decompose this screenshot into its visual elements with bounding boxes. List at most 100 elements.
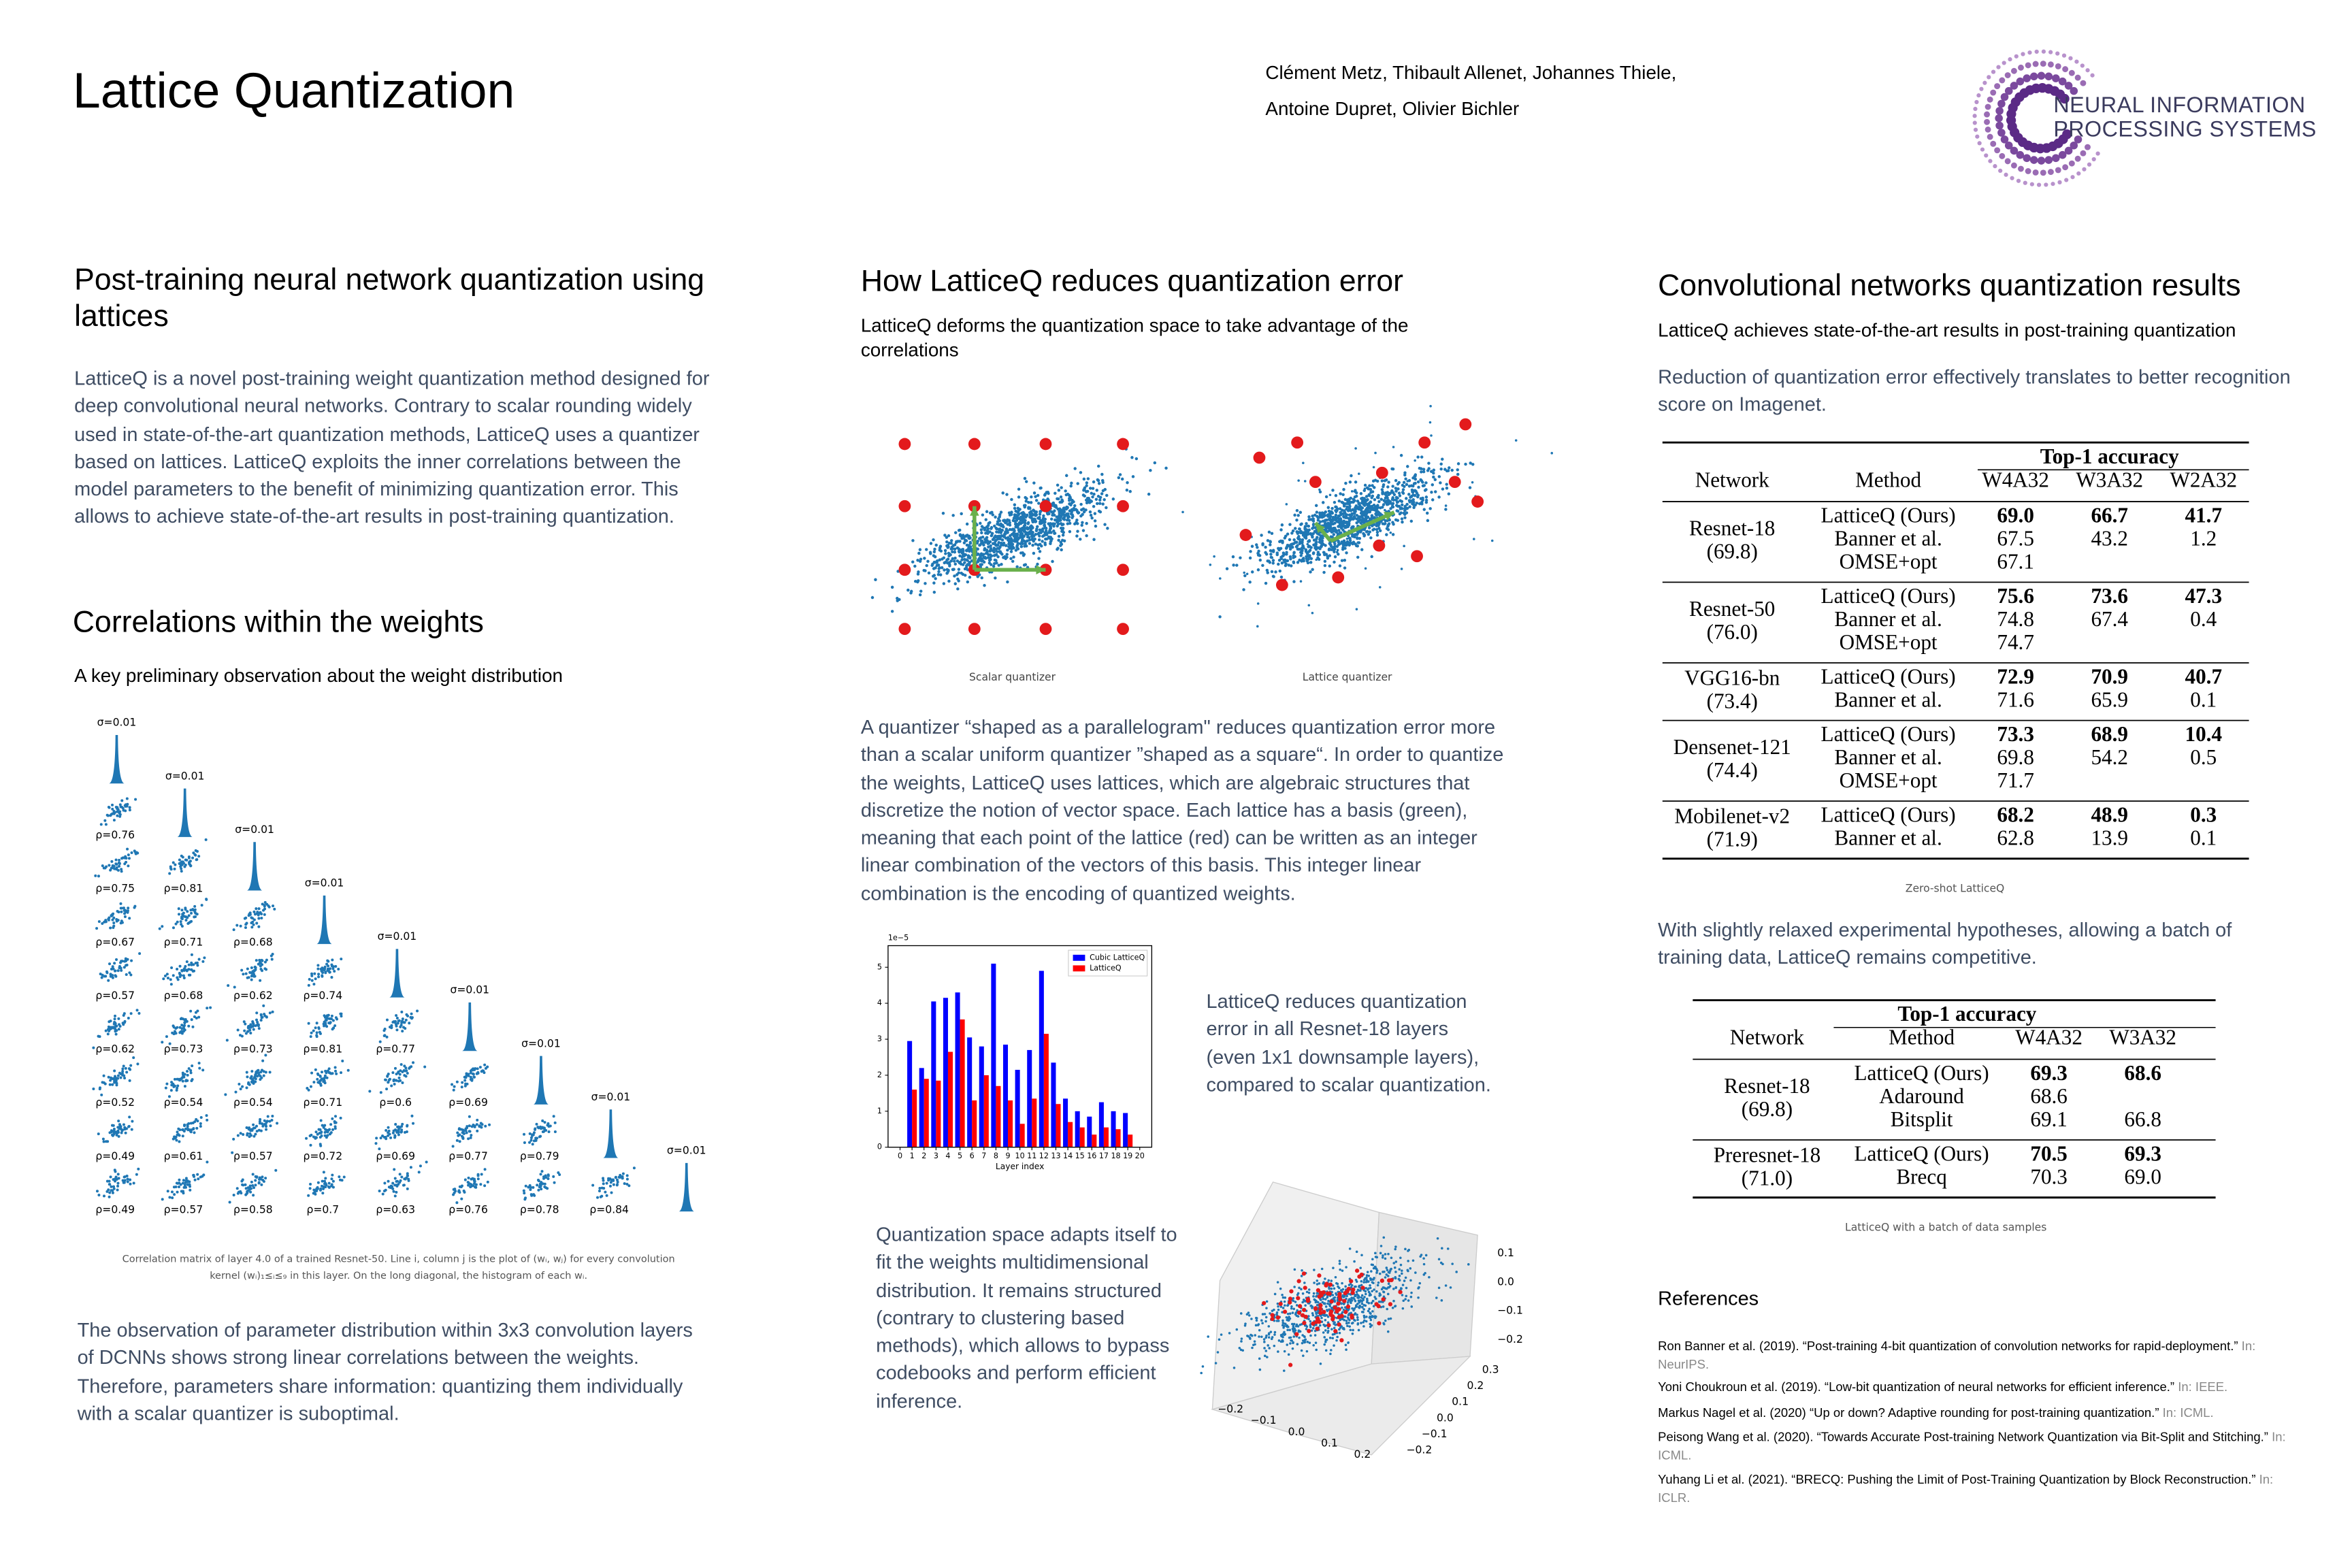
dot	[2000, 135, 2009, 144]
paragraph: The observation of parameter distributio…	[77, 1318, 693, 1424]
scatter-cloud	[99, 797, 137, 826]
table-cell: 68.9	[2091, 722, 2128, 746]
histogram	[246, 842, 263, 891]
scatter-cloud	[99, 952, 142, 982]
dot	[2062, 129, 2072, 140]
table-cell: 47.3	[2185, 584, 2223, 608]
bar	[1111, 1111, 1116, 1147]
bar	[1056, 1104, 1061, 1147]
scatter-cloud	[368, 1061, 427, 1094]
dot	[1990, 89, 1997, 96]
y-tick-label: 0.2	[1467, 1379, 1484, 1392]
dot	[2029, 182, 2034, 186]
scatter-cloud	[168, 838, 208, 875]
bar	[947, 1051, 953, 1147]
dot	[2010, 176, 2014, 180]
bar	[907, 1041, 913, 1147]
table-cell: 1.2	[2190, 526, 2217, 550]
dot	[1972, 114, 1977, 118]
table-cell: 0.5	[2190, 745, 2217, 769]
reference-text: Markus Nagel et al. (2020) “Up or down? …	[1658, 1405, 2159, 1420]
table-cell: 0.3	[2190, 803, 2217, 827]
scatter-cloud	[591, 1166, 636, 1199]
table-cell: Densenet-121	[1673, 735, 1791, 759]
dot	[2047, 61, 2054, 68]
rho-label: ρ=0.69	[376, 1150, 415, 1162]
dot	[1984, 153, 1989, 158]
scatter-cloud	[164, 1062, 205, 1098]
dot	[1975, 134, 1980, 139]
scatter-cloud	[172, 1114, 209, 1143]
section-heading: Post-training neural network quantizatio…	[74, 263, 705, 333]
x-axis-label: Layer index	[996, 1162, 1044, 1171]
scatter-cloud	[451, 1063, 489, 1092]
x-tick-label: 11	[1027, 1152, 1036, 1160]
dot	[2010, 67, 2017, 74]
bar	[1002, 1044, 1009, 1147]
logo-text: PROCESSING SYSTEMS	[2053, 118, 2317, 143]
dot	[2041, 49, 2046, 54]
table-cell: 72.9	[1997, 665, 2034, 689]
x-tick-label: 0.1	[1321, 1437, 1338, 1450]
table-cell: Resnet-50	[1689, 597, 1775, 621]
bar	[943, 998, 948, 1147]
dot	[2064, 146, 2073, 155]
bar	[1087, 1116, 1092, 1147]
dot	[2061, 53, 2067, 58]
reference: Peisong Wang et al. (2020). “Towards Acc…	[1658, 1428, 2294, 1464]
y-tick-label: −0.2	[1406, 1444, 1432, 1456]
dot	[2080, 150, 2087, 157]
table-cell: 68.6	[2030, 1084, 2068, 1108]
dot	[1999, 77, 2006, 84]
dot	[1332, 571, 1345, 584]
dot	[2037, 157, 2046, 165]
dot	[1309, 476, 1322, 489]
dot	[1979, 86, 1984, 91]
table-cell: (71.9)	[1707, 828, 1758, 851]
paragraph: With slightly relaxed experimental hypot…	[1658, 918, 2232, 969]
bar	[1015, 1069, 1020, 1147]
dot	[2048, 50, 2053, 54]
dot	[1459, 418, 1472, 431]
subheading: LatticeQ achieves state-of-the-art resul…	[1658, 319, 2236, 342]
table-cell: (76.0)	[1707, 620, 1758, 644]
dot	[1995, 121, 2004, 130]
scatter-cloud	[92, 1056, 140, 1096]
dot	[2021, 52, 2025, 56]
dot	[968, 623, 981, 636]
table-cell: 71.6	[1997, 687, 2034, 711]
bar	[1051, 1062, 1056, 1147]
bar	[955, 992, 960, 1147]
subheading: A key preliminary observation about the …	[74, 665, 564, 687]
table-cell: Resnet-18	[1689, 516, 1775, 540]
rho-label: ρ=0.73	[233, 1043, 273, 1056]
scatter-cloud	[97, 1115, 134, 1143]
bar	[1128, 1134, 1133, 1147]
dot	[2080, 63, 2085, 68]
table-cell: Preresnet-18	[1714, 1143, 1820, 1166]
rho-label: ρ=0.57	[233, 1150, 273, 1162]
dot	[2004, 86, 2013, 95]
scatter-cloud	[161, 1160, 209, 1201]
rho-label: ρ=0.52	[95, 1096, 135, 1109]
reference-venue: In: ICML.	[2162, 1405, 2214, 1420]
reference-text: Peisong Wang et al. (2020). “Towards Acc…	[1658, 1428, 2268, 1445]
sigma-label: σ=0.01	[521, 1037, 561, 1049]
table-cell: LatticeQ (Ours)	[1855, 1061, 1989, 1085]
dot	[1993, 164, 1997, 169]
dot	[2082, 167, 2087, 172]
paragraph: Quantization space adapts itself to fit …	[876, 1223, 1177, 1412]
dot	[898, 438, 911, 451]
table-cell: Method	[1855, 468, 1921, 491]
bar	[1008, 1100, 1013, 1147]
bar	[991, 963, 996, 1147]
pane	[1211, 1356, 1471, 1456]
scatter-cloud	[522, 1170, 561, 1201]
dot	[2010, 82, 2019, 90]
table-cell: Top-1 accuracy	[2040, 444, 2179, 468]
histogram	[389, 949, 405, 998]
dot	[1997, 99, 2006, 108]
z-tick-label: 0.0	[1497, 1275, 1514, 1288]
section-heading: How LatticeQ reduces quantization error	[860, 265, 1403, 299]
x-tick-label: 10	[1015, 1152, 1025, 1160]
